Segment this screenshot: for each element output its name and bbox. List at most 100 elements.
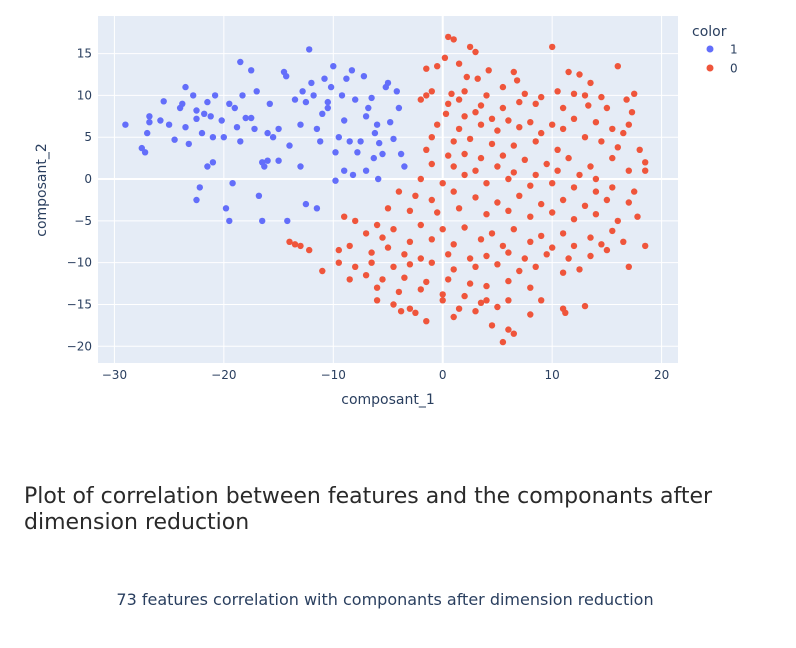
data-point bbox=[483, 252, 490, 260]
data-point bbox=[581, 134, 589, 141]
data-point bbox=[352, 96, 359, 103]
data-point bbox=[614, 62, 621, 70]
data-point bbox=[319, 110, 326, 118]
data-point bbox=[412, 309, 419, 316]
data-point bbox=[634, 213, 641, 220]
data-point bbox=[286, 238, 293, 245]
data-point bbox=[360, 73, 368, 80]
data-point bbox=[401, 274, 408, 281]
data-point bbox=[390, 226, 397, 233]
legend[interactable]: color 10 bbox=[692, 24, 738, 76]
data-point bbox=[559, 269, 567, 276]
data-point bbox=[239, 92, 246, 99]
data-point bbox=[313, 205, 321, 212]
data-point bbox=[376, 139, 383, 147]
data-point bbox=[450, 313, 457, 321]
data-points bbox=[122, 33, 649, 346]
data-point bbox=[450, 138, 457, 145]
data-point bbox=[198, 129, 206, 137]
x-tick-label: −20 bbox=[211, 368, 236, 382]
data-point bbox=[538, 93, 545, 101]
data-point bbox=[193, 107, 200, 114]
data-point bbox=[193, 115, 200, 123]
data-point bbox=[527, 182, 534, 189]
data-point bbox=[505, 326, 512, 333]
data-point bbox=[565, 68, 572, 76]
data-point bbox=[485, 67, 492, 74]
data-point bbox=[521, 90, 528, 98]
data-point bbox=[343, 75, 350, 82]
data-point bbox=[554, 146, 561, 153]
data-point bbox=[291, 241, 299, 248]
x-tick-label: −10 bbox=[321, 368, 346, 382]
data-point bbox=[592, 175, 600, 183]
legend-label: 0 bbox=[730, 62, 738, 76]
legend-item-1[interactable]: 1 bbox=[706, 43, 738, 57]
legend-items[interactable]: 10 bbox=[706, 43, 738, 76]
data-point bbox=[428, 88, 435, 95]
data-point bbox=[324, 104, 331, 112]
data-point bbox=[505, 175, 512, 183]
data-point bbox=[455, 96, 463, 103]
data-point bbox=[494, 127, 501, 134]
data-point bbox=[233, 124, 241, 131]
data-point bbox=[428, 259, 435, 266]
data-point bbox=[297, 242, 304, 250]
data-point bbox=[434, 209, 441, 216]
y-tick-label: −20 bbox=[67, 339, 92, 353]
data-point bbox=[603, 104, 611, 112]
x-tick-label: 10 bbox=[545, 368, 560, 382]
legend-marker bbox=[706, 45, 714, 53]
data-point bbox=[390, 263, 397, 270]
data-point bbox=[229, 180, 236, 187]
page-heading: Plot of correlation between features and… bbox=[24, 484, 713, 535]
data-point bbox=[450, 266, 457, 273]
data-point bbox=[527, 119, 534, 126]
data-point bbox=[472, 194, 479, 201]
legend-marker bbox=[706, 64, 714, 72]
data-point bbox=[283, 73, 290, 80]
data-point bbox=[472, 109, 479, 116]
data-point bbox=[549, 180, 556, 187]
data-point bbox=[628, 109, 636, 116]
data-point bbox=[474, 75, 481, 82]
data-point bbox=[393, 88, 400, 95]
data-point bbox=[455, 205, 463, 212]
data-point bbox=[141, 149, 149, 156]
data-point bbox=[171, 136, 178, 143]
data-point bbox=[603, 246, 611, 254]
data-point bbox=[554, 167, 561, 174]
data-point bbox=[565, 154, 572, 162]
data-point bbox=[417, 175, 424, 183]
data-point bbox=[532, 171, 539, 179]
data-point bbox=[549, 121, 556, 128]
data-point bbox=[417, 96, 424, 103]
data-point bbox=[543, 251, 550, 258]
data-point bbox=[160, 98, 167, 105]
data-point bbox=[428, 160, 435, 168]
data-point bbox=[642, 159, 649, 166]
data-point bbox=[384, 244, 392, 251]
data-point bbox=[406, 238, 414, 245]
data-point bbox=[341, 167, 348, 174]
legend-item-0[interactable]: 0 bbox=[706, 62, 738, 76]
data-point bbox=[204, 163, 211, 170]
data-point bbox=[406, 261, 414, 268]
data-point bbox=[201, 110, 208, 118]
data-point bbox=[455, 60, 463, 67]
data-point bbox=[196, 184, 203, 191]
y-tick-label: −5 bbox=[74, 214, 92, 228]
data-point bbox=[483, 211, 490, 218]
data-point bbox=[559, 230, 567, 237]
data-point bbox=[463, 73, 470, 81]
data-point bbox=[538, 297, 545, 304]
data-point bbox=[581, 302, 589, 310]
data-point bbox=[368, 259, 375, 266]
data-point bbox=[439, 297, 446, 304]
data-point bbox=[211, 92, 219, 99]
data-point bbox=[585, 102, 592, 109]
data-point bbox=[330, 62, 337, 70]
data-point bbox=[231, 104, 238, 112]
data-point bbox=[251, 125, 258, 133]
data-point bbox=[532, 100, 539, 108]
